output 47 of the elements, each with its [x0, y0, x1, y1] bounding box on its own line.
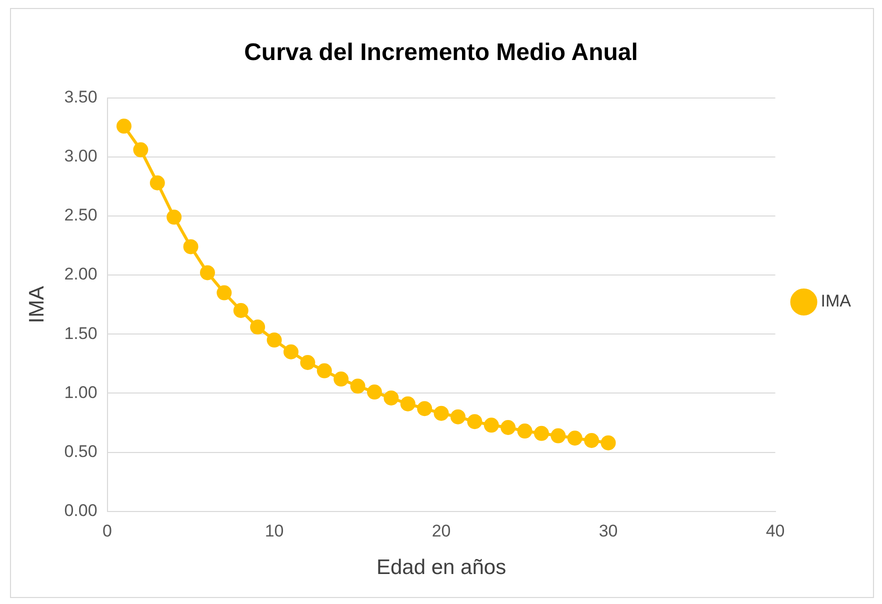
- point: [216, 285, 232, 300]
- point: [316, 363, 332, 378]
- y-tick-label: 3.00: [64, 146, 98, 166]
- point: [233, 303, 248, 318]
- point: [116, 118, 132, 134]
- point: [450, 409, 466, 424]
- x-tick-label: 30: [598, 521, 618, 540]
- y-tick-label: 3.50: [64, 87, 98, 106]
- y-tick-label: 1.00: [64, 382, 98, 402]
- point: [166, 210, 182, 225]
- point: [150, 175, 165, 190]
- point: [350, 378, 366, 394]
- point: [133, 142, 148, 158]
- chart-title: Curva del Incremento Medio Anual: [244, 39, 638, 66]
- point: [584, 432, 600, 448]
- point: [417, 401, 432, 416]
- point: [517, 424, 532, 439]
- legend-label: IMA: [820, 292, 852, 311]
- y-tick-label: 0.00: [64, 501, 98, 520]
- x-axis-title: Edad en años: [376, 556, 506, 580]
- point: [200, 265, 215, 280]
- point: [384, 390, 399, 406]
- point: [334, 372, 349, 387]
- y-axis-title: IMA: [25, 286, 48, 324]
- x-tick-label: 0: [102, 521, 112, 540]
- point: [500, 420, 516, 435]
- point: [467, 414, 482, 430]
- point: [434, 406, 449, 421]
- point: [183, 239, 198, 254]
- x-tick-label: 40: [766, 521, 785, 540]
- y-tick-label: 1.50: [64, 324, 98, 343]
- point: [484, 418, 499, 433]
- y-tick-label: 2.50: [64, 206, 98, 225]
- point: [366, 384, 382, 400]
- point: [567, 430, 582, 446]
- point: [550, 428, 566, 444]
- y-tick-label: 0.50: [64, 442, 98, 461]
- x-tick-label: 20: [432, 521, 451, 540]
- point: [283, 344, 298, 360]
- point: [600, 435, 616, 450]
- point: [250, 320, 266, 335]
- point: [400, 396, 416, 412]
- point: [300, 355, 316, 370]
- point: [534, 426, 549, 441]
- y-tick-label: 2.00: [64, 264, 98, 284]
- point: [266, 332, 282, 348]
- x-tick-label: 10: [264, 521, 284, 540]
